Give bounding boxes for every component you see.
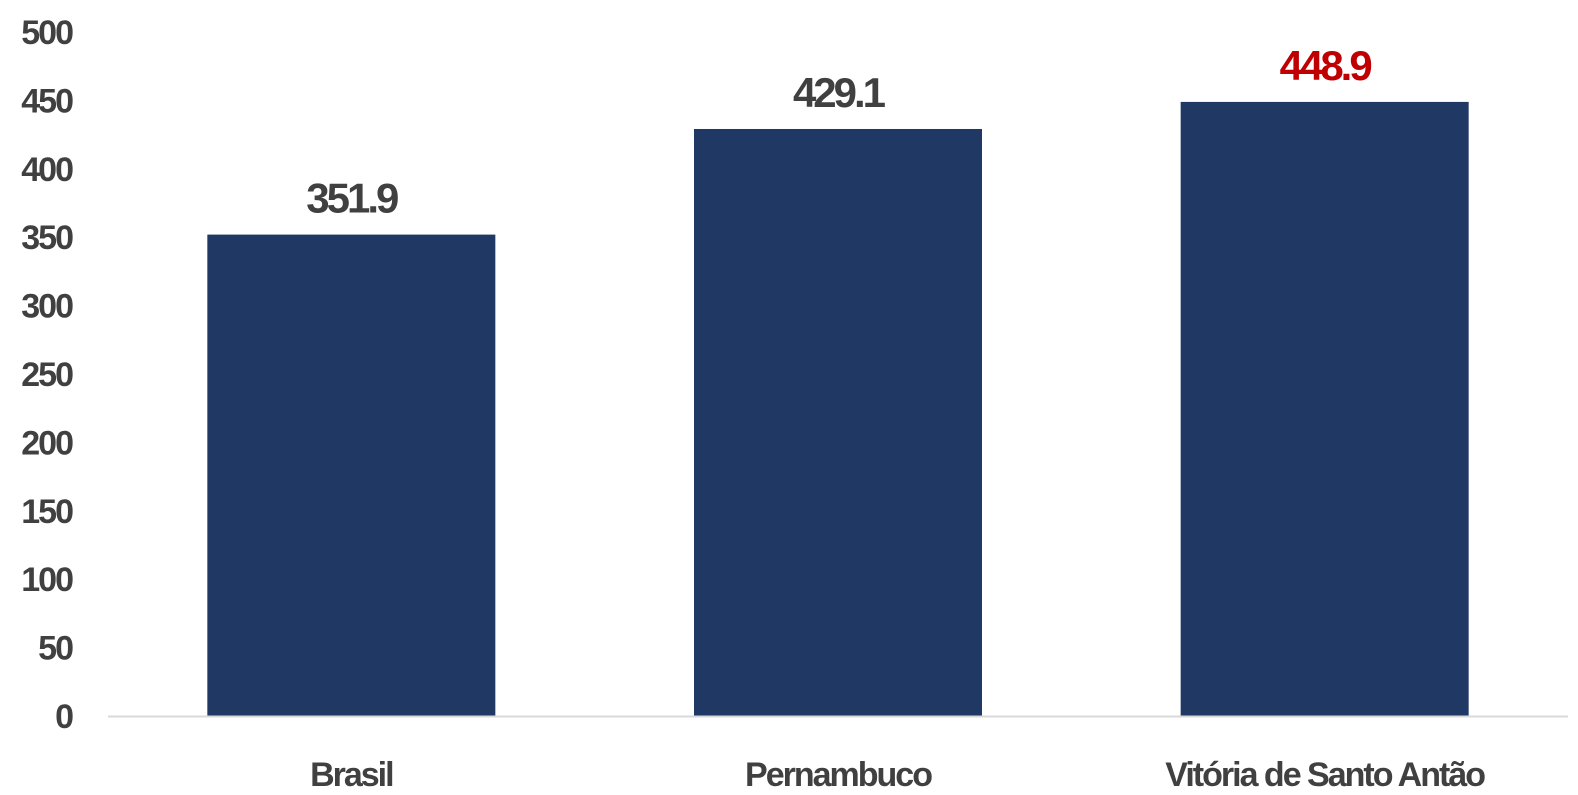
y-tick-label: 150 bbox=[21, 493, 73, 531]
data-labels-group: 351.9 429.1 448.9 bbox=[306, 42, 1374, 222]
data-label: 429.1 bbox=[793, 69, 886, 116]
y-tick-label: 300 bbox=[21, 288, 73, 326]
x-category-label: Pernambuco bbox=[745, 756, 932, 794]
y-tick-label: 400 bbox=[21, 151, 73, 189]
y-tick-label: 200 bbox=[21, 424, 73, 462]
y-tick-label: 350 bbox=[21, 219, 73, 257]
x-category-label: Vitória de Santo Antão bbox=[1165, 756, 1485, 794]
x-category-label: Brasil bbox=[310, 756, 393, 794]
bars-group bbox=[207, 101, 1469, 717]
y-tick-label: 50 bbox=[38, 630, 73, 668]
y-tick-label: 0 bbox=[55, 698, 73, 736]
y-tick-label: 100 bbox=[21, 561, 73, 599]
data-label: 351.9 bbox=[306, 175, 398, 222]
data-label: 448.9 bbox=[1280, 42, 1372, 89]
bar-pernambuco bbox=[694, 128, 982, 716]
y-tick-label: 250 bbox=[21, 356, 73, 394]
y-tick-label: 450 bbox=[21, 82, 73, 120]
bar-brasil bbox=[207, 234, 496, 716]
y-tick-label: 500 bbox=[21, 14, 73, 52]
bar-vit-ria-de-santo-ant-o bbox=[1180, 101, 1469, 717]
y-axis-tick-labels: 0 50 100 150 200 250 300 350 400 450 500 bbox=[21, 14, 75, 736]
category-labels-group: Brasil Pernambuco Vitória de Santo Antão bbox=[310, 756, 1487, 794]
